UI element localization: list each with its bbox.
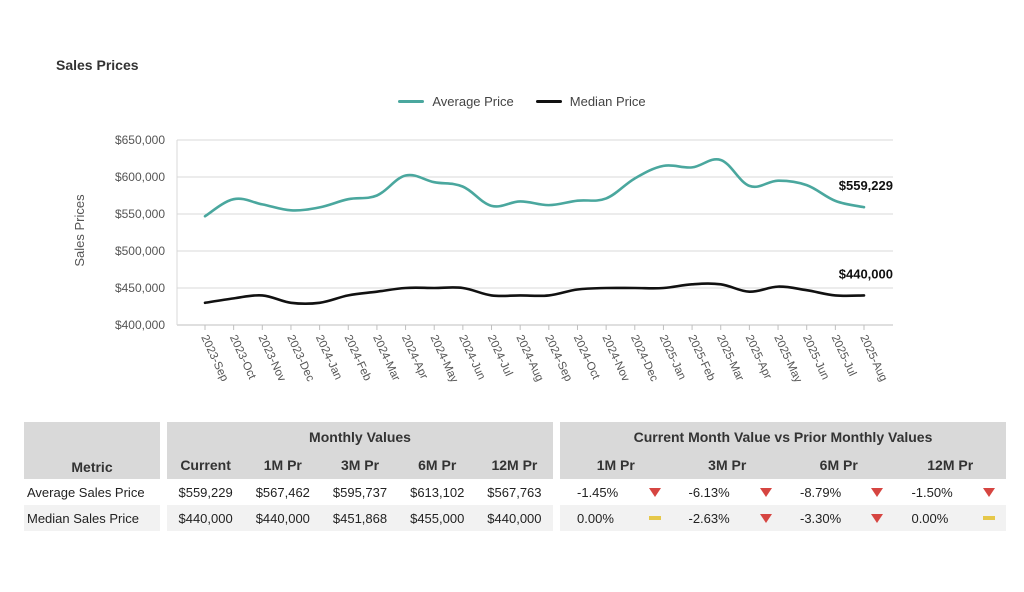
monthly-value-cell: $567,763 <box>475 479 554 505</box>
x-tick-label: 2025-Feb <box>685 333 717 383</box>
metric-cell: Median Sales Price <box>24 505 160 531</box>
compare-pct: -3.30% <box>799 510 842 526</box>
x-tick-label: 2024-Jan <box>313 333 344 382</box>
y-tick-label: $600,000 <box>115 170 165 184</box>
monthly-value-cell: $440,000 <box>475 505 554 531</box>
compare-value-cell: -3.30% <box>782 505 895 531</box>
compare-value-cell: -1.50% <box>894 479 1006 505</box>
x-tick-label: 2023-Oct <box>227 333 258 382</box>
compare-col-header: 3M Pr <box>671 451 783 479</box>
x-tick-label: 2024-Mar <box>370 333 402 383</box>
compare-value-cell: 0.00% <box>560 505 672 531</box>
compare-value-cell: 0.00% <box>894 505 1006 531</box>
compare-pct: -6.13% <box>688 484 730 500</box>
legend-item-average: Average Price <box>398 94 514 109</box>
y-tick-label: $500,000 <box>115 244 165 258</box>
line-chart: $400,000 $450,000 $500,000 $550,000 $600,000… <box>72 133 893 385</box>
compare-value-cell: -6.13% <box>671 479 783 505</box>
comparison-header: Current Month Value vs Prior Monthly Val… <box>560 422 1006 451</box>
median-price-line <box>203 282 866 306</box>
x-tick-label: 2024-Dec <box>628 333 660 383</box>
compare-col-header: 6M Pr <box>782 451 895 479</box>
legend-item-median: Median Price <box>535 94 646 109</box>
y-tick-label: $400,000 <box>115 318 165 332</box>
x-tick-label: 2024-Feb <box>342 333 374 383</box>
section-title: Sales Prices <box>56 57 139 73</box>
table-column-header-row: Current 1M Pr 3M Pr 6M Pr 12M Pr 1M Pr 3M Pr 6M… <box>24 451 1006 479</box>
table-row: Average Sales Price $559,229 $567,462 $595,… <box>24 479 1006 505</box>
x-tick-label: 2025-Jan <box>657 333 688 382</box>
monthly-value-cell: $567,462 <box>244 479 322 505</box>
down-triangle-icon <box>759 487 772 497</box>
compare-col-header: 1M Pr <box>560 451 672 479</box>
compare-value-cell: -1.45% <box>560 479 672 505</box>
x-tick-label: 2024-Sep <box>542 333 574 383</box>
values-table-wrapper: Metric Monthly Values Current Month Valu… <box>24 422 1006 531</box>
monthly-value-cell: $613,102 <box>398 479 476 505</box>
legend-label-median: Median Price <box>569 94 646 109</box>
x-tick-label: 2024-Jun <box>456 333 487 382</box>
x-tick-label: 2023-Sep <box>198 333 230 383</box>
median-price-end-label: $440,000 <box>839 266 893 281</box>
x-tick-label: 2024-Oct <box>571 333 602 382</box>
x-tick-label: 2023-Nov <box>256 333 288 383</box>
compare-col-header: 12M Pr <box>894 451 1006 479</box>
table-row: Median Sales Price $440,000 $440,000 $451,8… <box>24 505 1006 531</box>
y-tick-label: $550,000 <box>115 207 165 221</box>
monthly-col-header: 6M Pr <box>398 451 476 479</box>
legend-label-average: Average Price <box>432 94 514 109</box>
compare-value-cell: -8.79% <box>782 479 895 505</box>
compare-pct: 0.00% <box>577 510 614 526</box>
chart-legend: Average Price Median Price <box>0 94 1024 109</box>
monthly-value-cell: $455,000 <box>398 505 476 531</box>
monthly-value-cell: $440,000 <box>167 505 245 531</box>
x-tick-label: 2025-Jul <box>829 333 859 378</box>
table-group-header-row: Metric Monthly Values Current Month Valu… <box>24 422 1006 479</box>
y-axis-title: Sales Prices <box>72 194 87 267</box>
x-tick-label: 2024-May <box>427 333 460 385</box>
metric-header: Metric <box>24 422 160 479</box>
x-tick-label: 2023-Dec <box>284 333 316 383</box>
monthly-col-header: Current <box>167 451 245 479</box>
monthly-col-header: 3M Pr <box>321 451 399 479</box>
monthly-value-cell: $440,000 <box>244 505 322 531</box>
average-price-end-label: $559,229 <box>839 178 893 193</box>
x-tick-label: 2024-Aug <box>513 333 545 383</box>
down-triangle-icon <box>983 487 995 497</box>
monthly-value-cell: $559,229 <box>167 479 245 505</box>
down-triangle-icon <box>871 513 884 523</box>
monthly-col-header: 1M Pr <box>244 451 322 479</box>
legend-swatch-average <box>398 100 425 103</box>
y-tick-label: $650,000 <box>115 133 165 147</box>
x-tick-label: 2025-Aug <box>857 333 889 383</box>
compare-pct: -2.63% <box>688 510 730 526</box>
compare-pct: -1.50% <box>911 484 953 500</box>
down-triangle-icon <box>648 487 661 497</box>
compare-value-cell: -2.63% <box>671 505 783 531</box>
monthly-value-cell: $595,737 <box>321 479 399 505</box>
x-tick-label: 2025-Mar <box>714 333 746 383</box>
down-triangle-icon <box>871 487 884 497</box>
average-price-line <box>203 158 866 218</box>
values-table: Metric Monthly Values Current Month Valu… <box>24 422 1006 531</box>
compare-pct: -8.79% <box>799 484 842 500</box>
monthly-col-header: 12M Pr <box>475 451 554 479</box>
metric-cell: Average Sales Price <box>24 479 160 505</box>
x-tick-label: 2025-Jun <box>800 333 831 382</box>
compare-pct: -1.45% <box>577 484 619 500</box>
flat-dash-icon <box>983 516 995 520</box>
x-tick-label: 2024-Apr <box>399 333 430 381</box>
down-triangle-icon <box>759 513 772 523</box>
x-tick-label: 2025-Apr <box>743 333 774 381</box>
x-tick-label: 2024-Nov <box>599 333 631 383</box>
compare-pct: 0.00% <box>911 510 949 526</box>
x-tick-label: 2025-May <box>771 333 804 385</box>
flat-dash-icon <box>648 516 661 520</box>
monthly-value-cell: $451,868 <box>321 505 399 531</box>
legend-swatch-median <box>535 100 562 103</box>
y-tick-label: $450,000 <box>115 281 165 295</box>
monthly-values-header: Monthly Values <box>167 422 554 451</box>
x-tick-label: 2024-Jul <box>485 333 515 378</box>
